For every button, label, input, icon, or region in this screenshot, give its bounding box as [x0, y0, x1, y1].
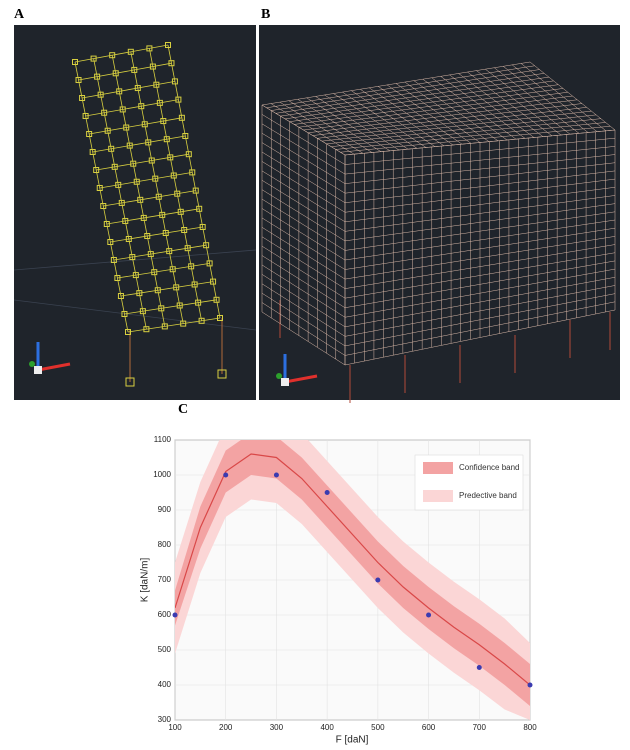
page: Figure {"panel_labels": ["A", "B", "C"],…: [0, 0, 630, 750]
x-tick-label: 600: [422, 723, 436, 732]
legend-swatch: [423, 490, 453, 502]
x-tick-label: 100: [168, 723, 182, 732]
figure: A B C 100 200 300 400 500 600 700 800 300 400 500 6…: [0, 0, 630, 750]
x-tick-label: 400: [320, 723, 334, 732]
data-point: [173, 613, 178, 618]
legend-label: Confidence band: [459, 463, 520, 472]
y-tick-label: 400: [158, 680, 172, 689]
axis-gizmo: [34, 366, 42, 374]
x-tick-label: 300: [270, 723, 284, 732]
legend-swatch: [423, 462, 453, 474]
y-tick-label: 1000: [153, 470, 171, 479]
panel-b-background: [259, 25, 620, 400]
data-point: [325, 490, 330, 495]
data-point: [274, 473, 279, 478]
body: A B C 100 200 300 400 500 600 700 800 300 400 500 6…: [0, 0, 630, 750]
panel-label: A: [14, 7, 25, 22]
data-point: [375, 578, 380, 583]
x-tick-label: 200: [219, 723, 233, 732]
x-tick-label: 700: [473, 723, 487, 732]
y-tick-label: 800: [158, 540, 172, 549]
legend-label: Predective band: [459, 491, 517, 500]
x-tick-label: 800: [523, 723, 537, 732]
panel-label: C: [178, 402, 188, 417]
data-point: [426, 613, 431, 618]
axis-gizmo: [276, 373, 282, 379]
y-tick-label: 600: [158, 610, 172, 619]
y-tick-label: 700: [158, 575, 172, 584]
y-axis-title: K [daN/m]: [140, 558, 151, 603]
y-tick-label: 1100: [154, 435, 172, 444]
axis-gizmo: [281, 378, 289, 386]
panel-a-background: [14, 25, 256, 400]
data-point: [528, 683, 533, 688]
y-tick-label: 300: [158, 715, 172, 724]
axis-gizmo: [29, 361, 35, 367]
y-tick-label: 900: [158, 505, 172, 514]
data-point: [477, 665, 482, 670]
data-point: [223, 473, 228, 478]
x-tick-label: 500: [371, 723, 385, 732]
panel-label: B: [261, 7, 270, 22]
x-axis-title: F [daN]: [336, 735, 369, 746]
y-tick-label: 500: [158, 645, 172, 654]
